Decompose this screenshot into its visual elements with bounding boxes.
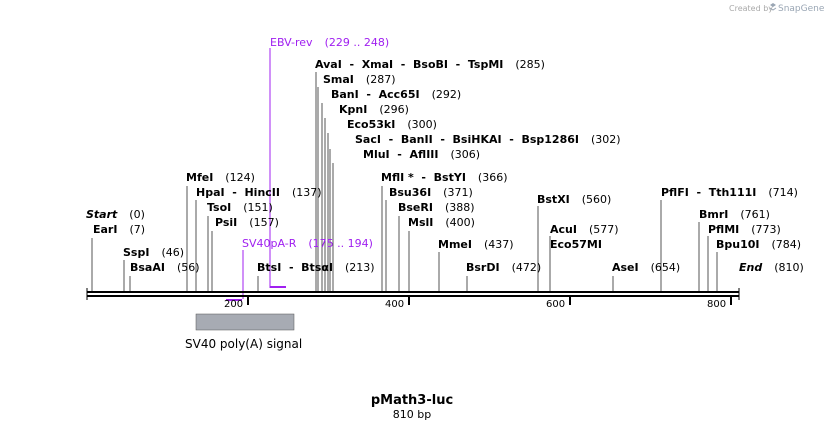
site-label[interactable]: BtsI - BtsαI (213) <box>257 261 375 274</box>
primer-name: SV40pA-R <box>242 237 297 250</box>
site-label[interactable]: MslI (400) <box>408 216 475 229</box>
site-label[interactable]: HpaI - HincII (137) <box>196 186 322 199</box>
site-label[interactable]: Eco57MI <box>550 238 602 251</box>
site-label[interactable]: PflFI - Tth111I (714) <box>661 186 798 199</box>
site-label[interactable]: SspI (46) <box>123 246 184 259</box>
ebv-rev-primer-mark[interactable] <box>270 286 286 288</box>
feature-sv40-polya[interactable] <box>195 313 295 331</box>
site-label[interactable]: KpnI (296) <box>339 103 409 116</box>
site-label[interactable]: SacI - BanII - BsiHKAI - Bsp1286I (302) <box>355 133 621 146</box>
tick-label: 400 <box>385 299 404 310</box>
primer-range: (229 .. 248) <box>325 36 390 49</box>
site-label[interactable]: TsoI (151) <box>207 201 273 214</box>
credit-brand: SnapGene <box>778 4 825 14</box>
site-label[interactable]: MmeI (437) <box>438 238 514 251</box>
snapgene-credit[interactable]: Created by SnapGene <box>729 3 825 14</box>
map-title: pMath3-luc <box>371 393 453 408</box>
tick-label: 800 <box>707 299 726 310</box>
site-label[interactable]: AvaI - XmaI - BsoBI - TspMI (285) <box>315 58 545 71</box>
site-connectors <box>91 72 718 291</box>
start-label: Start (0) <box>86 208 145 221</box>
site-label[interactable]: AseI (654) <box>612 261 680 274</box>
site-label[interactable]: BsrDI (472) <box>466 261 541 274</box>
site-label[interactable]: BanI - Acc65I (292) <box>331 88 461 101</box>
site-label[interactable]: BmrI (761) <box>699 208 770 221</box>
site-label[interactable]: AcuI (577) <box>550 223 619 236</box>
feature-label: SV40 poly(A) signal <box>185 337 302 351</box>
site-label[interactable]: PsiI (157) <box>215 216 279 229</box>
dna-backbone <box>86 288 740 300</box>
site-label[interactable]: BseRI (388) <box>398 201 475 214</box>
site-label[interactable]: MfeI (124) <box>186 171 255 184</box>
map-length: 810 bp <box>393 408 431 421</box>
site-label[interactable]: MluI - AflIII (306) <box>363 148 480 161</box>
primer-label-ebv-rev[interactable]: EBV-rev (229 .. 248) <box>270 36 389 49</box>
site-label[interactable]: BstXI (560) <box>537 193 611 206</box>
tick-label: 200 <box>224 299 243 310</box>
site-label[interactable]: EarI (7) <box>93 223 145 236</box>
site-label[interactable]: BsaAI (56) <box>130 261 200 274</box>
primer-label-sv40pa-r[interactable]: SV40pA-R (175 .. 194) <box>242 237 373 250</box>
site-label[interactable]: MflI * - BstYI (366) <box>381 171 508 184</box>
credit-prefix: Created by <box>729 4 773 13</box>
end-label: End (810) <box>739 261 804 274</box>
tick-label: 600 <box>546 299 565 310</box>
site-label[interactable]: PflMI (773) <box>708 223 781 236</box>
site-label[interactable]: Eco53kI (300) <box>347 118 437 131</box>
primer-name: EBV-rev <box>270 36 313 49</box>
primer-range: (175 .. 194) <box>308 237 373 250</box>
ruler-ticks <box>247 297 732 305</box>
snapgene-logo-icon <box>769 3 777 11</box>
site-label[interactable]: Bsu36I (371) <box>389 186 473 199</box>
site-label[interactable]: Bpu10I (784) <box>716 238 801 251</box>
sv40pa-r-primer-mark[interactable] <box>226 299 242 301</box>
site-label[interactable]: SmaI (287) <box>323 73 396 86</box>
